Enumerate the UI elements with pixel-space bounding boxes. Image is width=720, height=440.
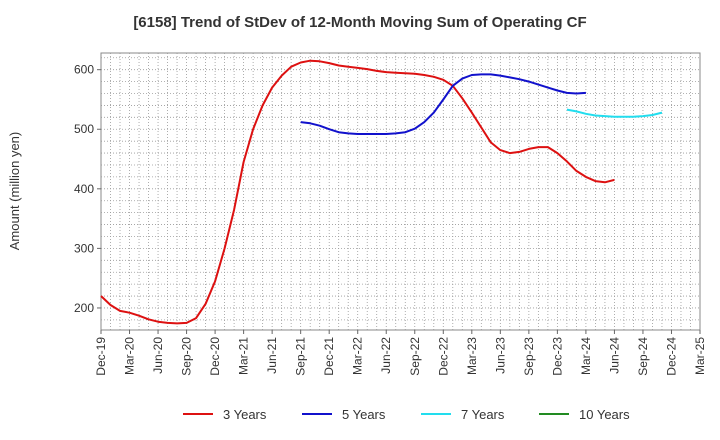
x-tick-label: Mar-20 xyxy=(123,337,137,375)
x-tick-label: Dec-20 xyxy=(208,337,222,376)
x-tick-label: Sep-23 xyxy=(522,337,536,376)
x-tick-label: Jun-22 xyxy=(379,337,393,374)
series-line-2 xyxy=(566,108,663,118)
x-tick-label: Mar-23 xyxy=(465,337,479,375)
x-tick-label: Dec-22 xyxy=(436,337,450,376)
y-tick-label: 600 xyxy=(74,63,94,77)
y-axis-label: Amount (million yen) xyxy=(7,132,22,251)
x-tick-label: Mar-24 xyxy=(579,337,593,375)
y-tick-label: 500 xyxy=(74,122,94,136)
x-tick-label: Sep-24 xyxy=(636,337,650,376)
plot-area: 200 300 400 500 600 Dec-19 Mar-20 Jun-20 Sep-20 D… xyxy=(74,52,707,376)
legend: 3 Years 5 Years 7 Years 10 Years xyxy=(183,407,630,422)
plot-frame xyxy=(100,52,701,331)
legend-label-1: 5 Years xyxy=(342,407,386,422)
x-tick-label: Jun-24 xyxy=(607,337,621,374)
x-tick-label: Jun-20 xyxy=(151,337,165,374)
y-tick-label: 200 xyxy=(74,301,94,315)
legend-label-2: 7 Years xyxy=(461,407,505,422)
x-tick-label: Mar-21 xyxy=(237,337,251,375)
series-line-1 xyxy=(300,73,586,135)
series-line-0 xyxy=(100,59,615,325)
x-tick-label: Mar-25 xyxy=(693,337,707,375)
x-tick-label: Jun-23 xyxy=(493,337,507,374)
x-tick-label: Dec-23 xyxy=(550,337,564,376)
chart-title: [6158] Trend of StDev of 12-Month Moving… xyxy=(133,14,586,31)
x-tick-label: Dec-24 xyxy=(664,337,678,376)
y-tick-label: 400 xyxy=(74,182,94,196)
x-tick-label: Dec-21 xyxy=(322,337,336,376)
x-tick-label: Jun-21 xyxy=(265,337,279,374)
legend-label-0: 3 Years xyxy=(223,407,267,422)
legend-label-3: 10 Years xyxy=(579,407,630,422)
x-tick-label: Dec-19 xyxy=(94,337,108,376)
x-tick-label: Sep-22 xyxy=(408,337,422,376)
x-tick-label: Sep-21 xyxy=(294,337,308,376)
x-tick-label: Sep-20 xyxy=(180,337,194,376)
y-tick-label: 300 xyxy=(74,241,94,255)
x-tick-label: Mar-22 xyxy=(351,337,365,375)
